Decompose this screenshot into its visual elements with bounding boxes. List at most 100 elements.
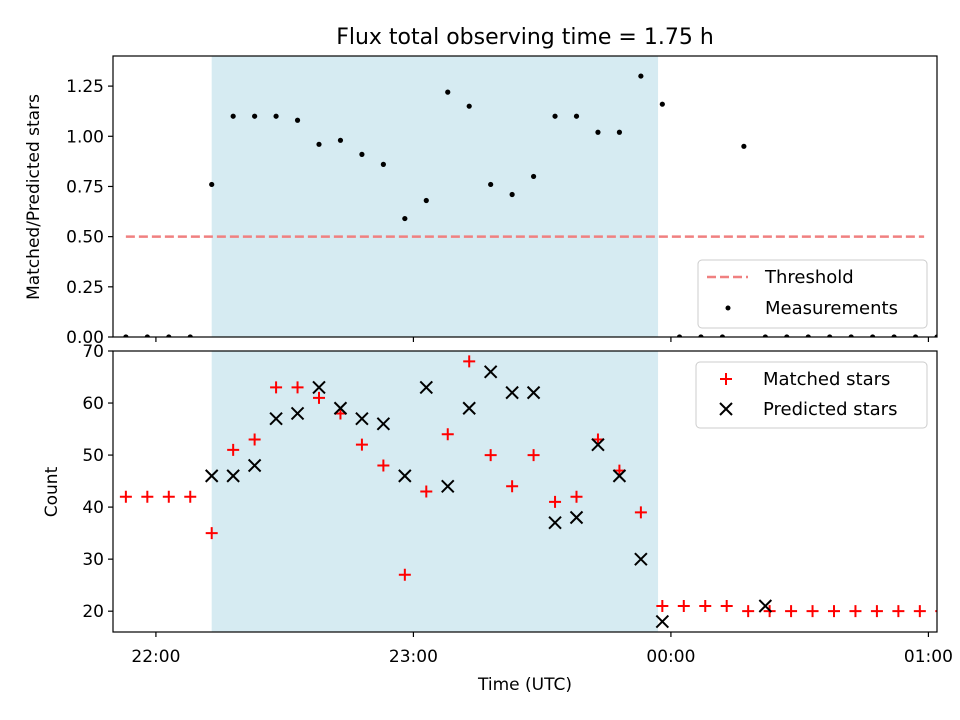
top-x-axis xyxy=(155,337,930,342)
matched-star-point xyxy=(484,449,497,462)
measurement-point xyxy=(187,334,193,337)
measurement-point xyxy=(659,101,665,107)
matched-star-point xyxy=(420,485,433,498)
predicted-legend-label: Predicted stars xyxy=(763,399,897,420)
predicted-star-point xyxy=(312,380,326,395)
top-plot-area xyxy=(123,73,937,337)
measurement-point xyxy=(784,334,790,337)
matched-star-point xyxy=(785,605,798,618)
matched-star-point xyxy=(506,480,519,493)
measurement-point xyxy=(230,113,236,119)
matched-star-point xyxy=(913,605,926,618)
matched-legend-swatch xyxy=(720,373,732,385)
matched-star-point xyxy=(849,605,862,618)
y-tick-label: 0.00 xyxy=(66,328,104,348)
x-tick-label: 01:00 xyxy=(904,647,953,667)
top-shaded-span xyxy=(211,56,659,337)
matched-star-point xyxy=(742,605,755,618)
matched-star-point xyxy=(248,433,261,446)
measurement-point xyxy=(912,334,919,337)
matched-star-point xyxy=(355,438,368,451)
measurement-point xyxy=(466,103,472,109)
y-tick-label: 50 xyxy=(82,446,104,466)
predicted-star-point xyxy=(462,401,476,415)
measurement-point xyxy=(337,137,344,143)
predicted-legend-marker xyxy=(719,402,733,416)
measurement-point xyxy=(827,334,833,337)
measurement-point xyxy=(891,334,897,337)
measurement-point xyxy=(638,73,644,79)
bottom-legend-box xyxy=(695,361,928,429)
measurement-point xyxy=(509,191,515,198)
predicted-star-point xyxy=(591,437,605,452)
measurement-point xyxy=(445,89,451,95)
bottom-x-axis-label: Time (UTC) xyxy=(477,675,572,695)
matched-star-point xyxy=(549,495,562,508)
matched-star-point xyxy=(634,506,647,519)
predicted-star-point xyxy=(526,385,541,400)
bottom-legend: Matched stars Predicted stars xyxy=(695,361,928,429)
y-tick-label: 0.50 xyxy=(66,228,104,248)
predicted-star-point xyxy=(505,385,519,400)
predicted-star-point xyxy=(548,516,562,530)
predicted-star-point xyxy=(655,614,670,629)
measurement-point xyxy=(209,181,215,188)
bottom-y-axis: 20 30 40 50 60 70 xyxy=(82,342,113,622)
matched-star-point xyxy=(828,605,840,618)
matched-star-point xyxy=(720,599,733,612)
predicted-star-point xyxy=(355,411,369,426)
top-legend: Threshold Measurements xyxy=(697,259,928,329)
measurement-point xyxy=(488,181,494,188)
predicted-star-point xyxy=(483,365,498,379)
top-chart-title: Flux total observing time = 1.75 h xyxy=(336,25,714,50)
matched-star-point xyxy=(677,599,690,612)
matched-star-point xyxy=(699,599,712,612)
measurement-point xyxy=(741,143,747,149)
predicted-star-point xyxy=(226,469,240,483)
matched-star-point xyxy=(398,568,411,581)
matched-star-point xyxy=(527,449,540,462)
y-tick-label: 40 xyxy=(82,498,104,518)
measurement-point xyxy=(380,161,386,167)
measurement-point xyxy=(616,129,623,135)
matched-star-point xyxy=(806,605,819,618)
matched-star-point xyxy=(441,428,454,441)
measurement-point xyxy=(144,334,150,337)
measurement-point xyxy=(294,117,301,123)
matched-star-point xyxy=(270,381,283,394)
predicted-star-point xyxy=(247,458,262,473)
top-y-axis: 0.00 0.25 0.50 0.75 1.00 1.25 xyxy=(66,77,113,348)
top-panel: Flux total observing time = 1.75 h 0.00 0… xyxy=(24,25,938,348)
x-tick-label: 00:00 xyxy=(646,647,695,667)
matched-star-point xyxy=(377,459,390,472)
matched-star-point xyxy=(570,490,583,503)
y-tick-label: 70 xyxy=(82,342,104,362)
matched-star-point xyxy=(162,490,175,503)
measurement-point xyxy=(423,197,429,204)
matched-legend-label: Matched stars xyxy=(763,369,890,390)
matched-star-point xyxy=(227,443,240,456)
matched-legend-marker xyxy=(720,373,732,385)
y-tick-label: 0.75 xyxy=(66,177,104,197)
matched-star-point xyxy=(291,381,304,394)
bottom-axes-frame xyxy=(112,350,938,633)
measurement-point xyxy=(595,129,601,135)
bottom-x-axis: 22:00 23:00 00:00 01:00 xyxy=(131,632,953,667)
predicted-star-point xyxy=(269,411,283,426)
top-axes-frame xyxy=(112,55,938,338)
matched-star-point xyxy=(870,605,883,618)
measurement-point xyxy=(166,334,172,337)
predicted-star-point xyxy=(290,406,305,421)
threshold-legend-label: Threshold xyxy=(764,267,854,288)
predicted-star-point xyxy=(612,469,627,483)
predicted-star-point xyxy=(758,599,773,613)
measurement-point xyxy=(573,113,580,119)
measurement-point xyxy=(273,113,279,119)
predicted-star-point xyxy=(441,479,455,494)
measurement-point xyxy=(762,334,768,337)
measurement-point xyxy=(698,334,704,337)
matched-star-point xyxy=(141,490,154,503)
y-tick-label: 20 xyxy=(82,602,104,622)
predicted-star-point xyxy=(419,380,433,395)
